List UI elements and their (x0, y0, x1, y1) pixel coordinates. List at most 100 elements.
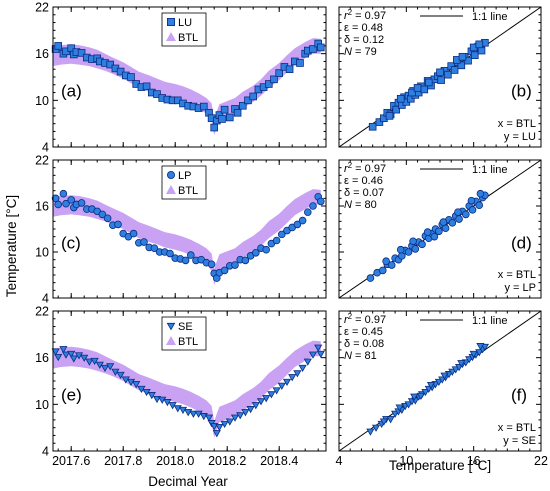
data-point (448, 219, 457, 227)
data-point (244, 96, 252, 105)
data-point (458, 52, 467, 61)
data-point (368, 122, 377, 131)
btl-band (53, 189, 321, 285)
plot-frame-top (52, 159, 327, 299)
data-point (386, 416, 395, 424)
stat-r2-symbol: r (344, 314, 349, 326)
stat-n-symbol: N (344, 350, 352, 362)
data-point (396, 94, 405, 103)
data-point (285, 65, 294, 74)
data-point (298, 216, 307, 225)
data-point (450, 66, 459, 74)
stat-delta: δ = 0.12 (344, 34, 384, 46)
data-point (106, 363, 115, 371)
data-point (464, 56, 472, 65)
x-tick-label: 2017.8 (104, 454, 142, 468)
data-point (129, 229, 138, 238)
data-point (457, 61, 466, 70)
y-axis-label: Temperature [°C] (4, 195, 19, 297)
data-point (142, 82, 151, 91)
x-axis-label-time: Decimal Year (148, 474, 228, 489)
data-point (241, 256, 250, 265)
data-point (395, 404, 404, 412)
panel-e: 4 10 16 22 2017.6 2017.8 2018.0 2018.2 2018.4 SE B… (35, 305, 327, 468)
data-point (80, 354, 89, 362)
data-point (396, 245, 405, 254)
data-point (85, 358, 94, 366)
data-point (378, 266, 387, 275)
legend-marker-btl (166, 336, 176, 345)
stat-delta: δ = 0.08 (344, 338, 384, 350)
data-point (420, 85, 429, 94)
y-tick-label: 4 (42, 445, 49, 459)
data-point (220, 266, 229, 275)
panel-label: (c) (61, 233, 81, 252)
plot-frame-top (52, 6, 327, 148)
data-point (470, 51, 479, 60)
stat-r2-value: = 0.97 (352, 314, 386, 326)
axis-note-x: x = BTL (498, 422, 536, 434)
axis-note-x: x = BTL (498, 269, 536, 281)
data-point (309, 45, 317, 53)
data-point (225, 113, 234, 122)
y-tick-label: 22 (35, 154, 49, 168)
data-point (98, 210, 107, 219)
data-point (439, 218, 448, 226)
data-point (147, 392, 156, 400)
data-point (67, 196, 75, 204)
btl-band (53, 340, 321, 438)
data-point (454, 208, 462, 216)
axis-note-y: y = LU (504, 131, 536, 143)
stat-n-value: = 81 (352, 350, 377, 362)
data-point (127, 73, 135, 81)
stat-epsilon: ε = 0.48 (344, 22, 383, 34)
data-point (418, 240, 426, 249)
data-point (207, 260, 216, 269)
data-point (371, 424, 381, 432)
plot-frame-top (52, 310, 327, 452)
data-point (158, 396, 167, 404)
stat-delta: δ = 0.07 (344, 187, 384, 199)
data-point (100, 364, 110, 372)
data-point (435, 227, 443, 236)
data-point (366, 274, 375, 282)
data-point (103, 214, 112, 223)
data-point (218, 115, 226, 123)
data-point (150, 244, 159, 252)
data-point (256, 398, 266, 406)
data-point (288, 374, 297, 382)
data-point (476, 189, 485, 198)
stat-n-value: = 79 (352, 46, 377, 58)
stat-epsilon: ε = 0.46 (344, 175, 383, 187)
data-point (457, 360, 466, 368)
data-point (116, 371, 125, 379)
data-point (264, 80, 273, 88)
data-point (61, 351, 71, 359)
stat-r2-symbol: r (344, 163, 349, 175)
stat-n: N = 81 (344, 350, 377, 362)
stat-n-symbol: N (344, 46, 352, 58)
data-point (187, 251, 195, 259)
data-point (59, 346, 68, 354)
btl-band (53, 38, 321, 136)
data-point (238, 101, 247, 110)
data-point (416, 392, 426, 400)
stat-n-value: = 80 (352, 199, 377, 211)
data-point (385, 112, 394, 120)
data-point (225, 418, 234, 426)
data-point (404, 248, 413, 256)
data-point (275, 69, 283, 77)
data-point (140, 238, 148, 246)
data-point (440, 372, 449, 380)
data-point (262, 245, 271, 254)
data-point (469, 350, 478, 358)
data-point (210, 123, 219, 132)
y-tick-label: 10 (35, 94, 49, 108)
data-point (309, 202, 317, 210)
data-point (316, 197, 325, 206)
panel-label: (f) (511, 386, 527, 405)
data-point (246, 406, 255, 414)
axis-note-y: y = SE (503, 435, 536, 447)
legend-label: 1:1 line (472, 11, 507, 23)
data-point (220, 105, 229, 114)
